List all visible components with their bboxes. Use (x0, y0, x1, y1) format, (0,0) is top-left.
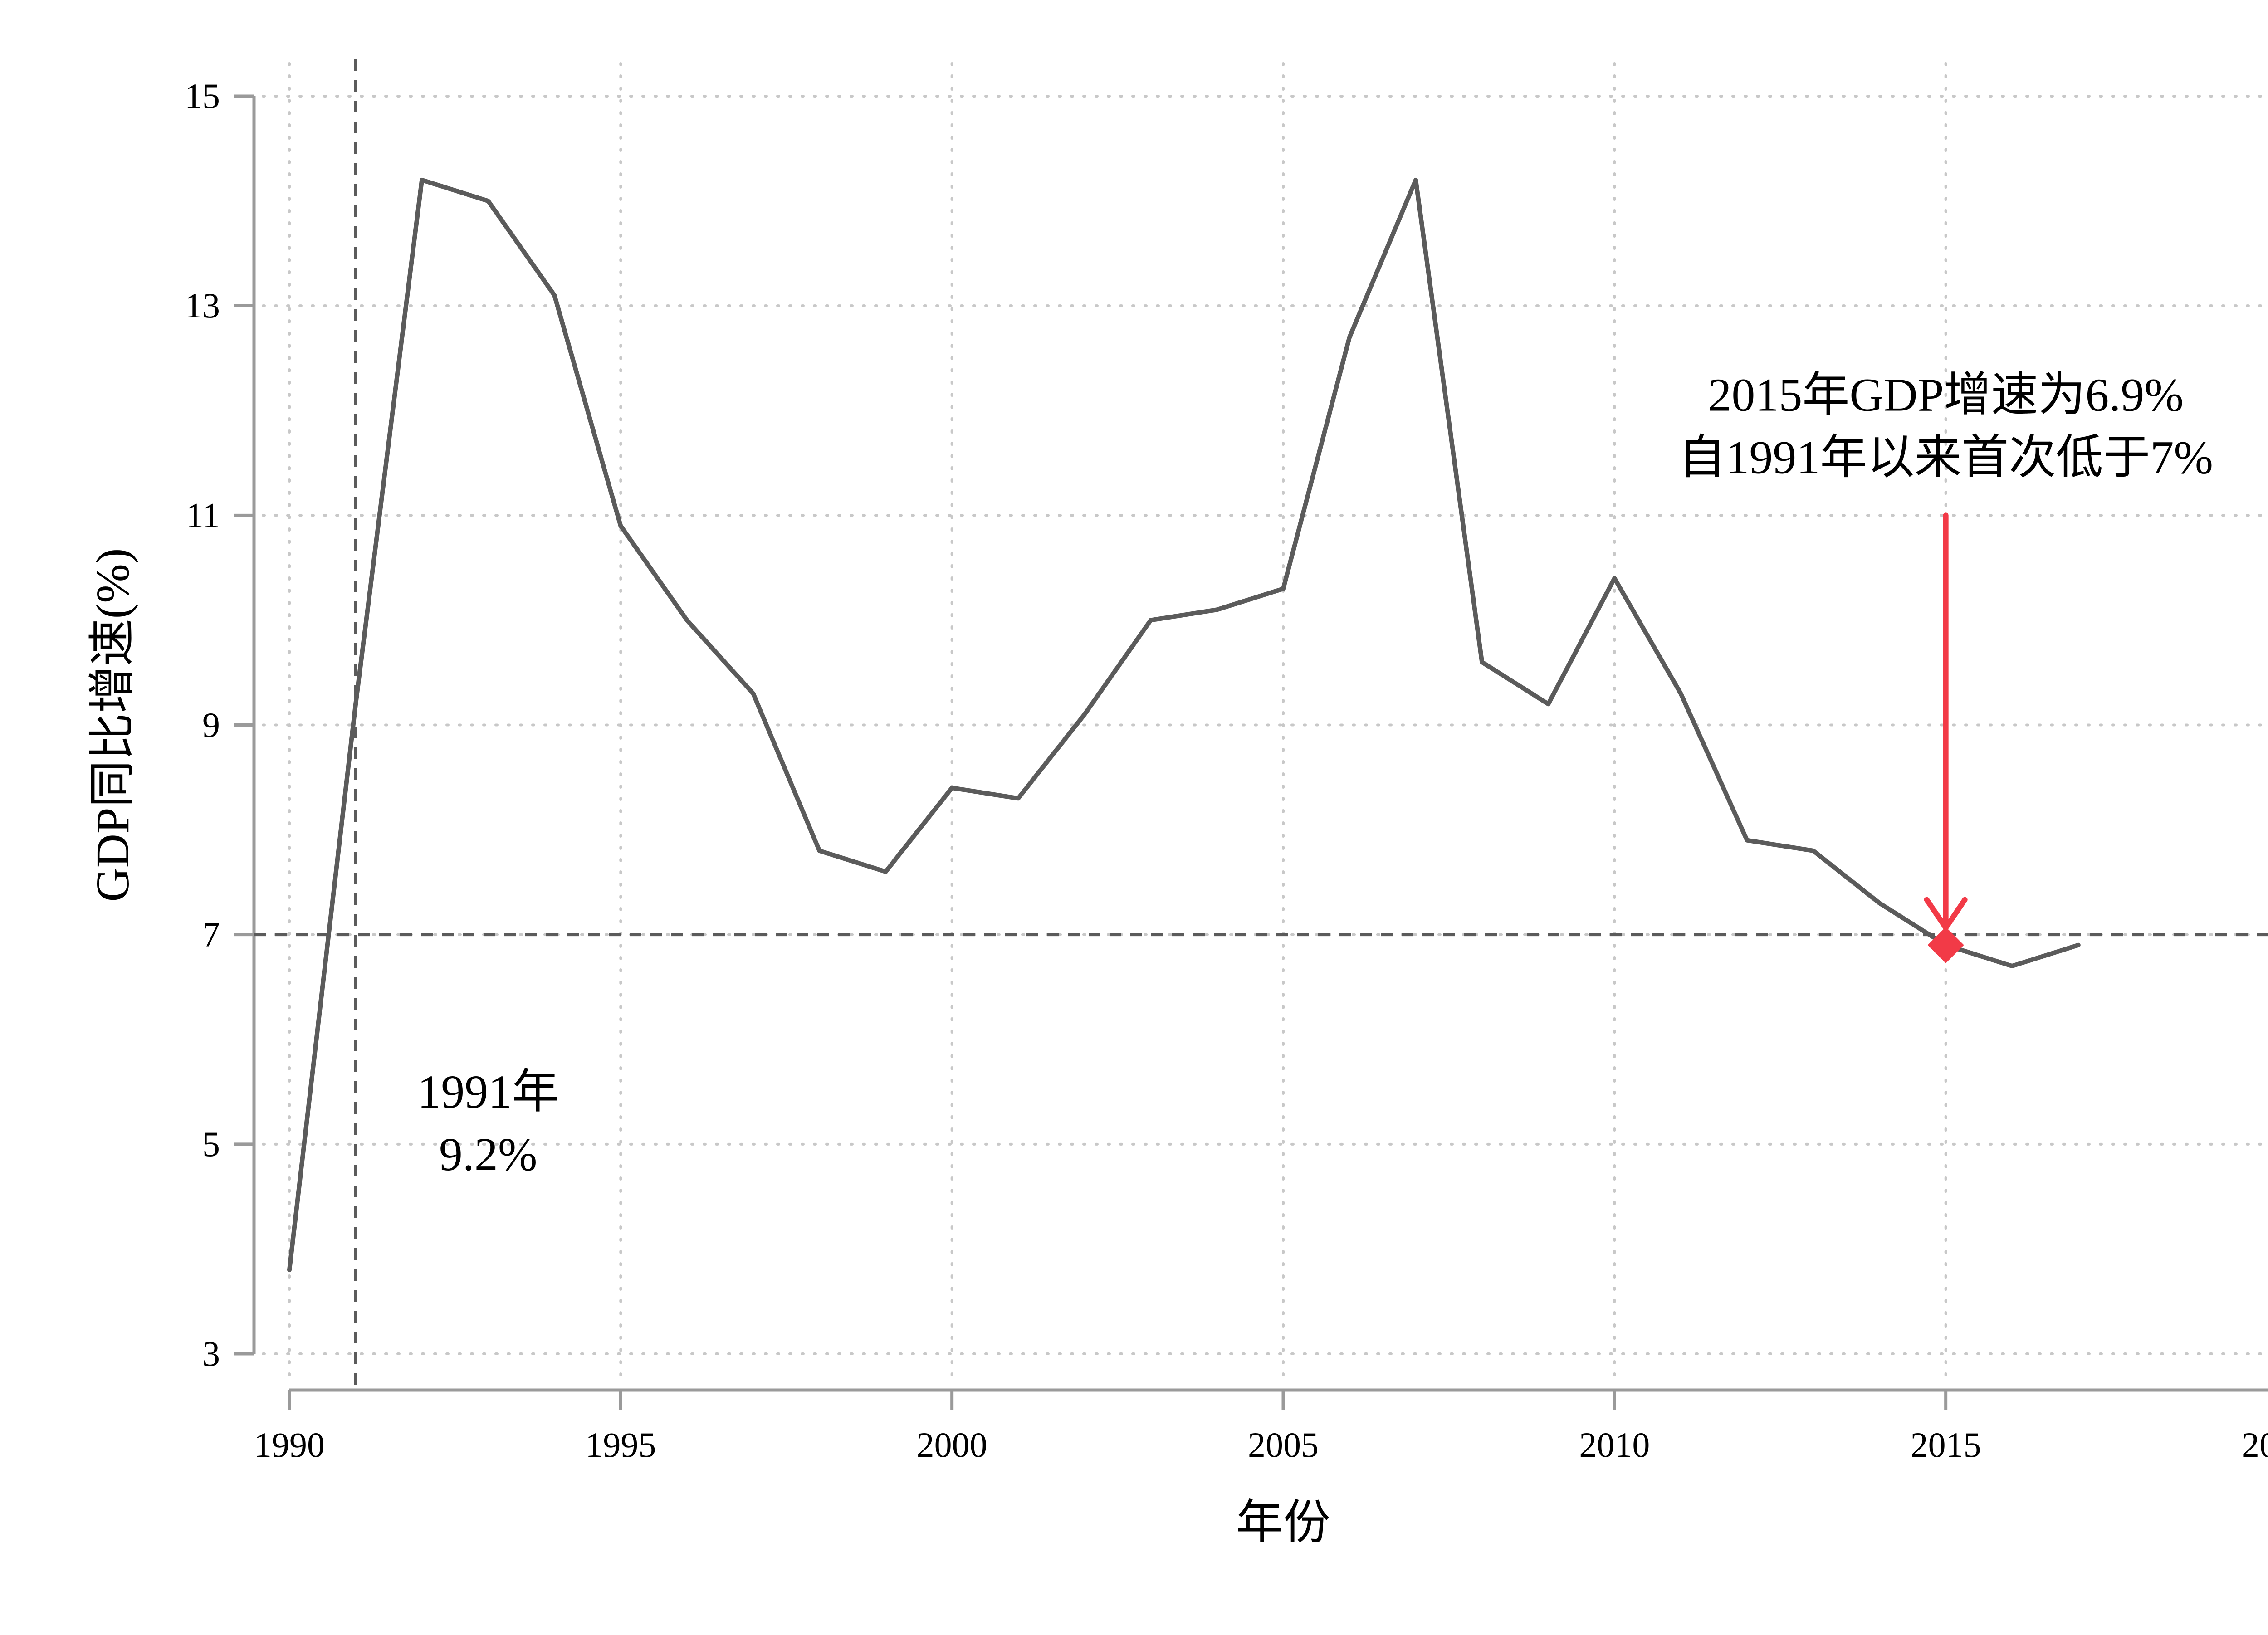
x-tick-label: 2000 (917, 1425, 987, 1464)
annotation-2: 2015年GDP增速为6.9% 自1991年以来首次低于7% (1678, 369, 2213, 483)
x-tick-label: 1990 (254, 1425, 325, 1464)
gridlines (262, 62, 2268, 1382)
y-tick-label: 13 (185, 286, 220, 325)
annotations: 1991年 9.2% 2015年GDP增速为6.9% 自1991年以来首次低于7% (417, 369, 2213, 1181)
y-tick-label: 15 (185, 76, 220, 116)
series-line (287, 177, 2081, 1273)
x-axis-title: 年份 (1236, 1497, 1330, 1549)
y-tick-label: 3 (202, 1334, 220, 1373)
x-tick-label: 2010 (1579, 1425, 1650, 1464)
series-layer (287, 177, 2081, 1273)
y-tick-label: 7 (202, 915, 220, 954)
x-tick-label: 2015 (1911, 1425, 1981, 1464)
annotation-text: 自1991年以来首次低于7% (1678, 431, 2213, 483)
x-tick-label: 1995 (585, 1425, 656, 1464)
highlight-marker (1927, 927, 1964, 963)
annotation-text: 2015年GDP增速为6.9% (1708, 369, 2184, 421)
y-tick-label: 9 (202, 705, 220, 745)
highlight-layer (1924, 512, 1968, 963)
axes (252, 96, 2268, 1392)
y-axis-ticks: 3 5 7 9 11 13 15 (185, 76, 254, 1373)
y-tick-label: 5 (202, 1124, 220, 1164)
annotation-text: 1991年 (417, 1066, 559, 1118)
y-axis-title: GDP同比增速(%) (87, 548, 139, 902)
x-axis-ticks: 1990 1995 2000 2005 2010 2015 2020 (254, 1390, 2268, 1464)
annotation-1: 1991年 9.2% (417, 1066, 559, 1181)
annotation-text: 9.2% (439, 1128, 538, 1181)
x-tick-label: 2005 (1248, 1425, 1319, 1464)
y-tick-label: 11 (186, 495, 220, 535)
reference-lines (254, 59, 2268, 1390)
x-tick-label: 2020 (2242, 1425, 2268, 1464)
